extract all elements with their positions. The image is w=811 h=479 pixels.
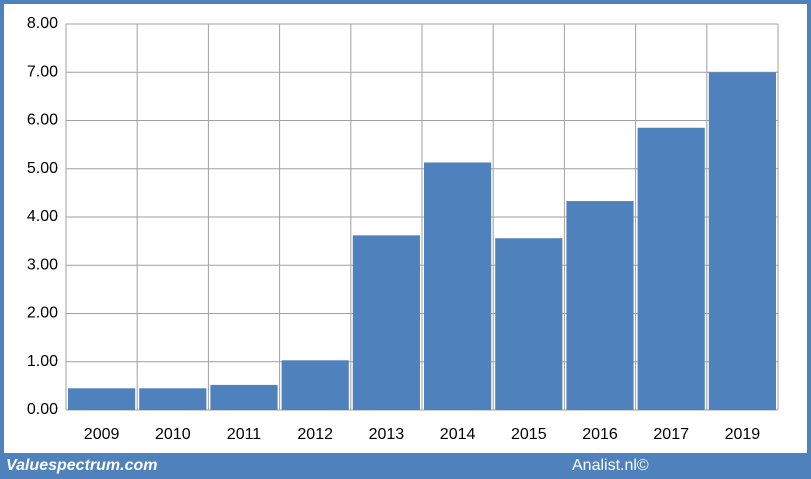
bar bbox=[210, 384, 278, 410]
bar bbox=[281, 360, 349, 410]
x-tick-label: 2014 bbox=[440, 426, 476, 443]
y-tick-label: 4.00 bbox=[27, 208, 58, 225]
bar bbox=[424, 162, 492, 410]
y-tick-label: 5.00 bbox=[27, 160, 58, 177]
bar bbox=[139, 388, 207, 410]
y-tick-label: 7.00 bbox=[27, 63, 58, 80]
footer-left: Valuespectrum.com bbox=[6, 457, 157, 474]
bar bbox=[68, 388, 136, 410]
x-tick-label: 2013 bbox=[369, 426, 405, 443]
x-tick-label: 2012 bbox=[297, 426, 333, 443]
y-tick-label: 0.00 bbox=[27, 401, 58, 418]
bar bbox=[708, 72, 776, 410]
y-tick-label: 6.00 bbox=[27, 112, 58, 129]
x-tick-label: 2011 bbox=[227, 426, 262, 443]
y-tick-label: 2.00 bbox=[27, 305, 58, 322]
x-tick-label: 2019 bbox=[725, 426, 761, 443]
x-tick-label: 2010 bbox=[155, 426, 191, 443]
footer-right: Analist.nl© bbox=[572, 457, 649, 474]
x-tick-label: 2015 bbox=[511, 426, 547, 443]
x-tick-label: 2017 bbox=[653, 426, 689, 443]
y-tick-label: 8.00 bbox=[27, 15, 58, 32]
bar bbox=[495, 238, 563, 410]
y-tick-label: 1.00 bbox=[27, 353, 58, 370]
bar bbox=[566, 201, 634, 410]
bar bbox=[352, 235, 420, 410]
x-tick-label: 2016 bbox=[582, 426, 618, 443]
bar bbox=[637, 127, 705, 411]
x-tick-label: 2009 bbox=[84, 426, 120, 443]
y-tick-label: 3.00 bbox=[27, 256, 58, 273]
